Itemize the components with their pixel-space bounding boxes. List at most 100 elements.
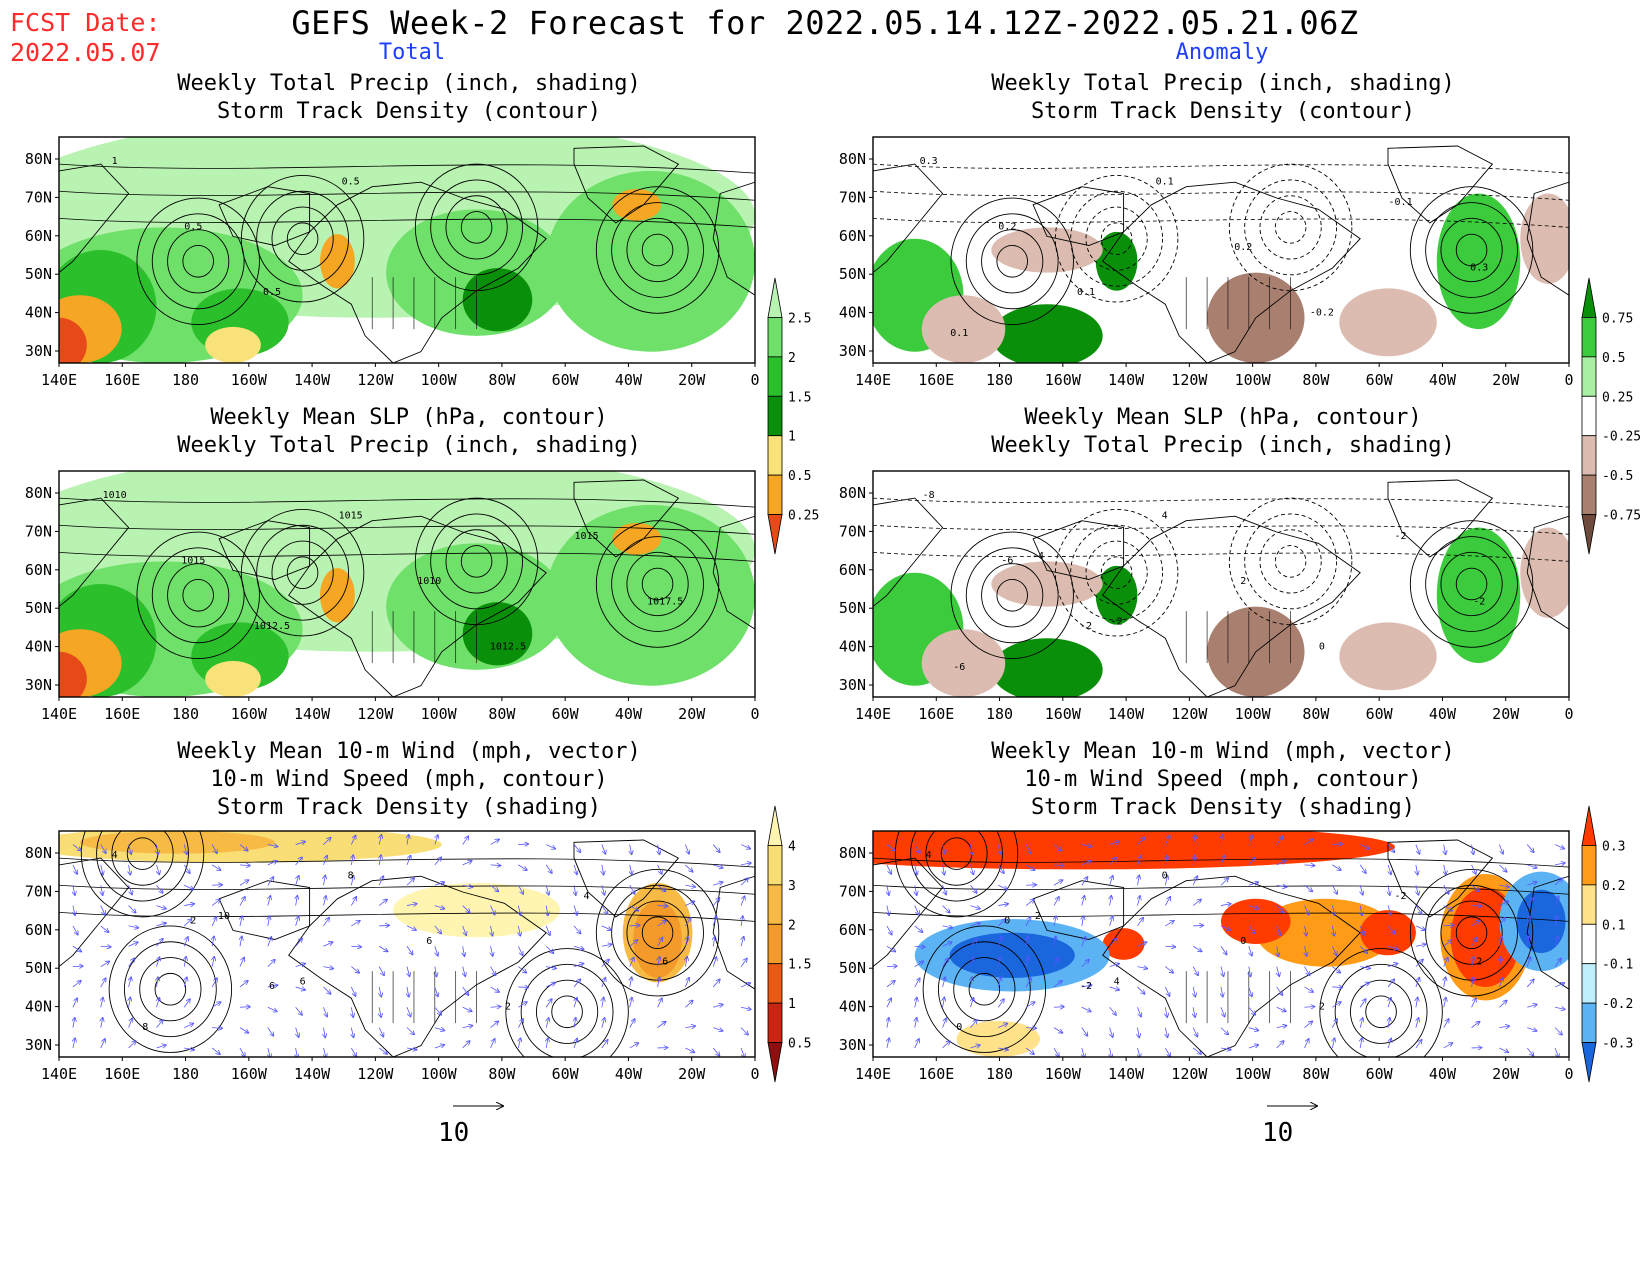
lon-tick-label: 40W [1429,371,1457,389]
wind-vector [434,925,441,934]
contour-line [520,963,614,1057]
lon-tick-label: 180 [172,1065,199,1083]
wind-vector [1554,1047,1558,1057]
wind-vector [296,1027,299,1038]
wind-vector [657,921,666,927]
wind-vector [462,925,467,935]
contour-line [1259,529,1322,594]
wind-vector [323,942,332,947]
wind-vector [914,1039,919,1049]
wind-vector [887,885,889,895]
contour-line [430,513,523,610]
wind-vector [491,946,493,956]
lat-tick-label: 30N [839,1036,866,1054]
contour-line [414,163,539,292]
colorbar-cap [767,1042,783,1083]
storm-anom-pos [873,831,1395,870]
lon-tick-label: 0 [750,371,759,389]
wind-vector [350,836,355,845]
wind-vector [1026,957,1028,967]
wind-vector [296,876,299,886]
lon-tick-label: 0 [750,1065,759,1083]
wind-vector [267,960,275,967]
wind-vector [602,885,605,895]
wind-vector [128,1018,133,1028]
contour-label: -2 [1111,617,1123,628]
wind-vector [573,963,583,967]
coastline [873,497,944,608]
contour-line [611,536,704,632]
contour-line [873,163,1569,174]
contour-line [59,857,755,868]
contour-line [414,497,539,626]
wind-vector [998,957,1000,967]
colorbar-cap [767,805,783,846]
wind-vector [407,835,409,845]
wind-vector [685,937,688,947]
contour-line [111,831,174,886]
lon-tick-label: 140E [41,1065,77,1083]
lat-tick-label: 80N [25,150,52,168]
wind-vector [1359,999,1366,1008]
coastline [1032,880,1125,940]
wind-vector [887,1038,889,1049]
wind-vector [518,885,523,894]
wind-vector [1276,905,1284,913]
panel-6-title: Weekly Mean 10-m Wind (mph, vector) 10-m… [873,738,1573,822]
wind-vector [407,986,409,997]
contour-line [1228,497,1353,626]
lat-tick-label: 30N [25,676,52,694]
colorbar-storm-anomaly: 0.3 0.2 0.1 -0.1 -0.2 -0.3 [1581,805,1633,1083]
wind-vector [545,864,552,873]
wind-vector [1220,878,1228,886]
contour-line [1319,948,1443,1057]
colorbar-segment [767,963,783,1004]
contour-line [922,925,1047,1053]
wind-vector [1193,1007,1195,1017]
wind-vector [490,884,499,891]
wind-vector [1110,1047,1112,1057]
wind-vector [629,1019,635,1028]
wind-vector [685,885,695,887]
wind-vector [379,1007,381,1017]
contour-line [1070,524,1163,621]
contour-line [445,529,508,594]
lon-tick-label: 20W [678,705,706,723]
wind-vector [351,875,353,886]
wind-vector [1388,864,1391,875]
wind-vector [518,966,526,973]
wind-vector [1332,1038,1334,1049]
wind-vector [462,1041,470,1049]
wind-vector [1332,925,1334,936]
contour-line [256,524,349,621]
anom-wet [1095,565,1138,625]
wind-vector [1192,1047,1201,1054]
lon-tick-label: 160E [104,1065,140,1083]
wind-vector [295,939,302,947]
wind-vector [1471,998,1476,1008]
colorbar-storm-total: 4 3 2 1.5 1 0.5 [767,805,811,1083]
wind-vector [1415,960,1423,967]
wind-vector [741,937,744,947]
wind-vector [239,1047,245,1057]
wind-vector [712,898,719,906]
wind-vector [1193,855,1195,865]
contour-line [873,911,1569,922]
wind-vector [1471,1022,1480,1028]
wind-vector [518,905,520,916]
contour-line [1440,900,1503,965]
wind-vector [1165,921,1174,927]
wind-vector [1249,966,1251,977]
wind-vector [1415,925,1425,930]
wind-vector [914,946,925,947]
wind-vector [406,1027,414,1035]
wind-vector [434,1028,445,1031]
wind-vector [184,1023,193,1028]
wind-vector [1082,916,1084,926]
coastline [1526,181,1569,296]
contour-line [505,948,629,1057]
wind-vector [1276,885,1287,887]
wind-vector [1332,905,1334,916]
wind-vector [184,1048,194,1050]
